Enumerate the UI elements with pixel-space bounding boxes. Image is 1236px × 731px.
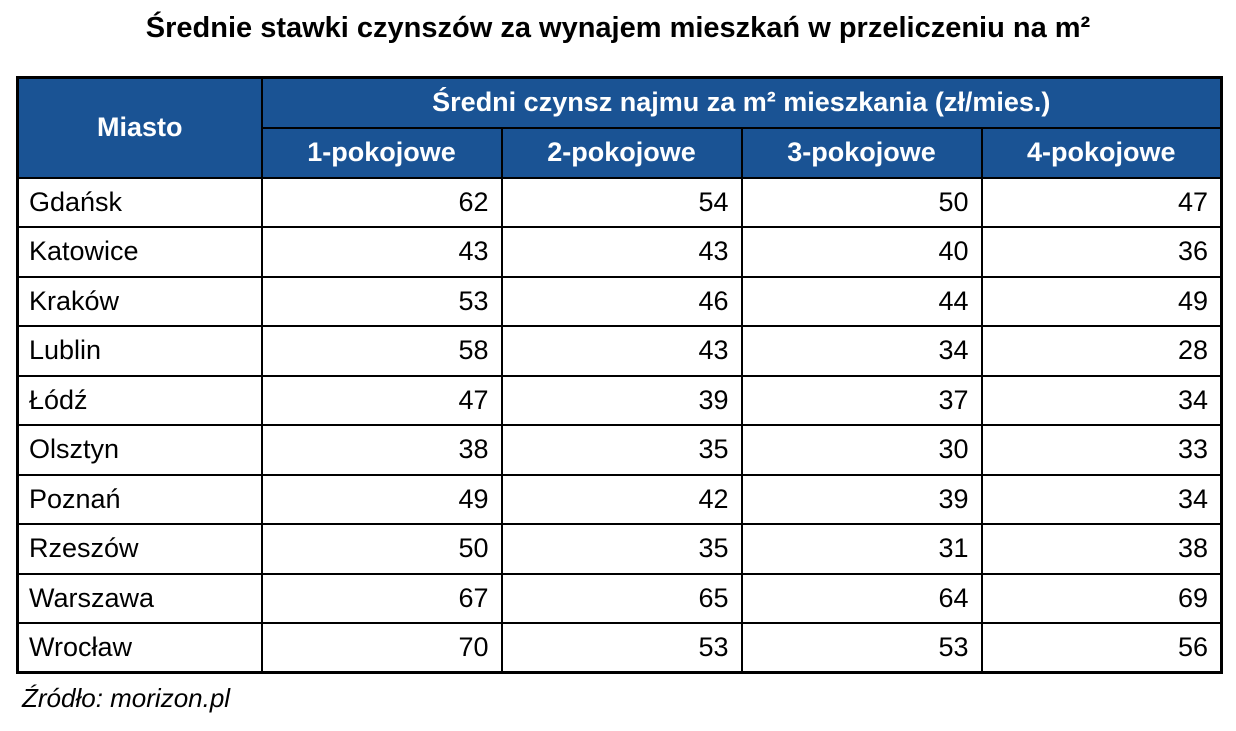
value-cell: 53: [260, 275, 503, 327]
source-note: Źródło: morizon.pl: [22, 683, 231, 713]
value-cell: 67: [260, 572, 503, 624]
value-cell: 53: [500, 622, 743, 674]
table-row: Poznań 49 42 39 34: [16, 473, 1223, 525]
value-cell: 35: [500, 424, 743, 476]
value-cell: 43: [260, 226, 503, 278]
group-header: Średni czynsz najmu za m² mieszkania (zł…: [260, 76, 1223, 129]
city-cell: Wrocław: [16, 622, 263, 674]
value-cell: 70: [260, 622, 503, 674]
table-container: Miasto Średni czynsz najmu za m² mieszka…: [16, 76, 1224, 674]
city-cell: Olsztyn: [16, 424, 263, 476]
value-cell: 54: [500, 176, 743, 228]
value-cell: 28: [980, 325, 1223, 377]
table-body: Gdańsk 62 54 50 47 Katowice 43 43 40 36 …: [16, 176, 1223, 674]
value-cell: 49: [980, 275, 1223, 327]
value-cell: 43: [500, 226, 743, 278]
value-cell: 65: [500, 572, 743, 624]
value-cell: 39: [740, 473, 983, 525]
table-row: Łódź 47 39 37 34: [16, 374, 1223, 426]
value-cell: 56: [980, 622, 1223, 674]
city-cell: Gdańsk: [16, 176, 263, 228]
value-cell: 38: [980, 523, 1223, 575]
city-cell: Katowice: [16, 226, 263, 278]
value-cell: 34: [740, 325, 983, 377]
table-row: Gdańsk 62 54 50 47: [16, 176, 1223, 228]
table-row: Olsztyn 38 35 30 33: [16, 424, 1223, 476]
value-cell: 46: [500, 275, 743, 327]
city-cell: Rzeszów: [16, 523, 263, 575]
header-row-columns: 1-pokojowe 2-pokojowe 3-pokojowe 4-pokoj…: [18, 126, 1223, 179]
value-cell: 49: [260, 473, 503, 525]
value-cell: 34: [980, 374, 1223, 426]
column-header-2room: 2-pokojowe: [500, 126, 743, 179]
table-row: Kraków 53 46 44 49: [16, 275, 1223, 327]
value-cell: 50: [740, 176, 983, 228]
value-cell: 40: [740, 226, 983, 278]
city-cell: Poznań: [16, 473, 263, 525]
value-cell: 62: [260, 176, 503, 228]
column-header-1room: 1-pokojowe: [260, 126, 503, 179]
value-cell: 30: [740, 424, 983, 476]
value-cell: 39: [500, 374, 743, 426]
column-header-4room: 4-pokojowe: [980, 126, 1223, 179]
column-header-3room: 3-pokojowe: [740, 126, 983, 179]
table-row: Katowice 43 43 40 36: [16, 226, 1223, 278]
table-row: Warszawa 67 65 64 69: [16, 572, 1223, 624]
value-cell: 69: [980, 572, 1223, 624]
value-cell: 44: [740, 275, 983, 327]
page-title: Średnie stawki czynszów za wynajem miesz…: [145, 12, 1091, 44]
value-cell: 31: [740, 523, 983, 575]
table-row: Wrocław 70 53 53 56: [16, 622, 1223, 674]
table-row: Rzeszów 50 35 31 38: [16, 523, 1223, 575]
value-cell: 43: [500, 325, 743, 377]
value-cell: 42: [500, 473, 743, 525]
value-cell: 58: [260, 325, 503, 377]
value-cell: 36: [980, 226, 1223, 278]
column-header-city: Miasto: [16, 76, 263, 179]
value-cell: 47: [260, 374, 503, 426]
value-cell: 37: [740, 374, 983, 426]
value-cell: 35: [500, 523, 743, 575]
value-cell: 33: [980, 424, 1223, 476]
value-cell: 64: [740, 572, 983, 624]
city-cell: Warszawa: [16, 572, 263, 624]
value-cell: 47: [980, 176, 1223, 228]
value-cell: 50: [260, 523, 503, 575]
value-cell: 53: [740, 622, 983, 674]
header-row-group: Miasto Średni czynsz najmu za m² mieszka…: [16, 76, 1223, 179]
city-cell: Łódź: [16, 374, 263, 426]
city-cell: Lublin: [16, 325, 263, 377]
value-cell: 34: [980, 473, 1223, 525]
value-cell: 38: [260, 424, 503, 476]
table-header: Miasto Średni czynsz najmu za m² mieszka…: [16, 76, 1223, 179]
city-cell: Kraków: [16, 275, 263, 327]
table-row: Lublin 58 43 34 28: [16, 325, 1223, 377]
rent-table: Miasto Średni czynsz najmu za m² mieszka…: [16, 76, 1224, 674]
